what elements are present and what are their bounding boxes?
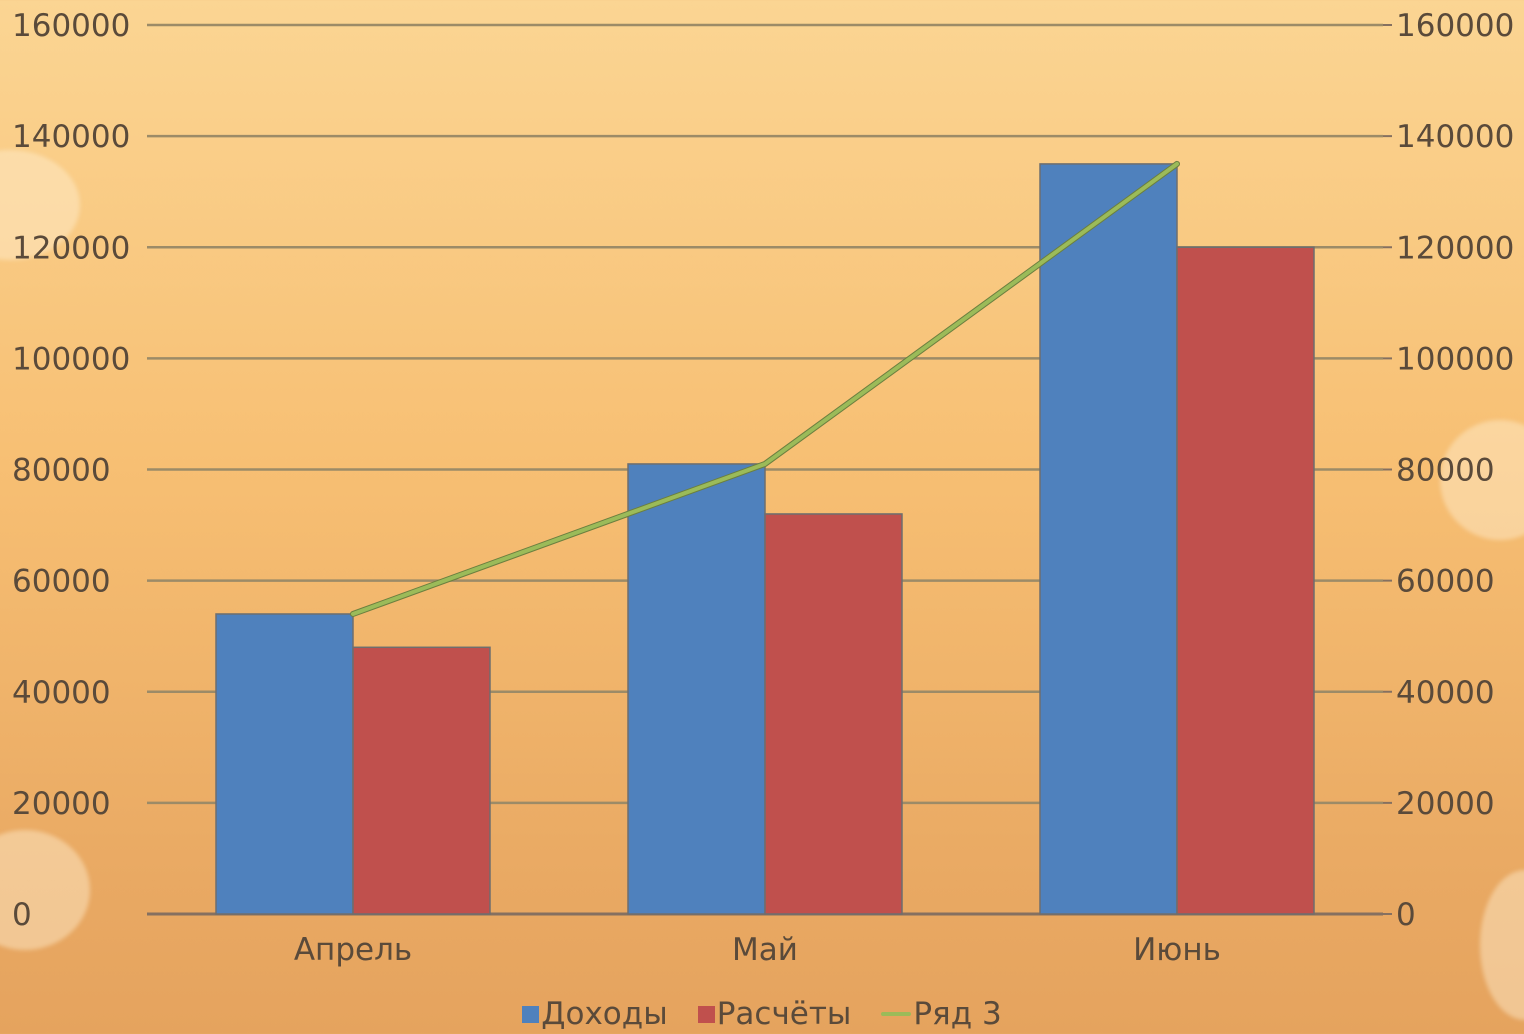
legend-label-series-1: Доходы: [541, 996, 668, 1032]
legend-label-series-2: Расчёты: [716, 996, 852, 1032]
y-tick-label-left: 120000: [12, 230, 130, 266]
legend-item-series-2: Расчёты: [697, 996, 852, 1032]
legend: Доходы Расчёты Ряд 3: [0, 994, 1524, 1034]
y-tick-label-right: 20000: [1396, 786, 1495, 822]
combo-chart: 0 0 20000 20000 40000 40000 60000 60000 80000 800…: [12, 8, 1514, 968]
bar-2-3: [1176, 246, 1315, 915]
y-tick-label-right: 140000: [1396, 119, 1514, 155]
y-tick-label-left: 160000: [12, 8, 130, 44]
bar-2-1: [352, 646, 491, 915]
y-tick-label-left: 0: [12, 897, 32, 933]
bar-2-2: [764, 513, 903, 915]
bar-1-1: [215, 613, 354, 915]
y-tick-label-right: 120000: [1396, 230, 1514, 266]
y-tick-label-left: 80000: [12, 453, 111, 489]
y-tick-label-left: 140000: [12, 119, 130, 155]
y-tick-label-left: 40000: [12, 675, 111, 711]
y-tick-label-left: 100000: [12, 341, 130, 377]
legend-label-series-3: Ряд 3: [913, 996, 1002, 1032]
legend-item-series-3: Ряд 3: [881, 996, 1002, 1032]
legend-swatch-series-2: [697, 1005, 715, 1023]
y-tick-label-right: 40000: [1396, 675, 1495, 711]
axes: 0 0 20000 20000 40000 40000 60000 60000 80000 800…: [12, 8, 1514, 968]
bar-series: [215, 163, 1315, 915]
x-tick-label: Апрель: [294, 932, 412, 968]
y-tick-label-left: 20000: [12, 786, 111, 822]
legend-item-series-1: Доходы: [522, 996, 668, 1032]
line-series: [350, 160, 1180, 617]
y-tick-label-right: 100000: [1396, 341, 1514, 377]
bar-1-3: [1039, 163, 1178, 915]
y-tick-label-right: 160000: [1396, 8, 1514, 44]
bar-1-2: [627, 463, 766, 915]
legend-swatch-series-3: [881, 1012, 912, 1016]
x-tick-label: Июнь: [1133, 932, 1221, 968]
y-tick-label-right: 0: [1396, 897, 1416, 933]
line-series-1: [351, 161, 1179, 616]
y-tick-label-right: 80000: [1396, 453, 1495, 489]
legend-swatch-series-1: [522, 1005, 540, 1023]
y-tick-label-right: 60000: [1396, 564, 1495, 600]
y-tick-label-left: 60000: [12, 564, 111, 600]
x-tick-label: Май: [732, 932, 798, 968]
